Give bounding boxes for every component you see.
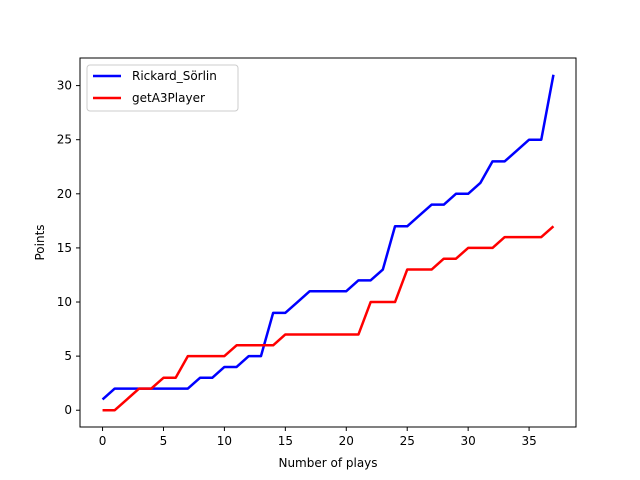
x-tick-label: 35 [521,434,536,448]
x-tick-label: 0 [99,434,107,448]
x-tick-label: 10 [217,434,232,448]
x-axis-label: Number of plays [278,456,377,470]
x-axis: 0 5 10 15 20 25 30 35 [99,427,537,448]
x-tick-label: 30 [461,434,476,448]
x-tick-label: 25 [400,434,415,448]
plot-area [80,58,576,427]
legend-label-1: Rickard_Sörlin [132,69,217,83]
legend-label-2: getA3Player [132,91,205,105]
y-axis-label: Points [33,224,47,260]
y-tick-label: 0 [64,403,72,417]
y-tick-label: 5 [64,349,72,363]
y-tick-label: 25 [57,133,72,147]
series-line-2 [102,225,555,412]
y-tick-label: 30 [57,79,72,93]
y-axis: 0 5 10 15 20 25 30 [57,79,80,417]
legend: Rickard_Sörlin getA3Player [86,64,239,112]
x-tick-label: 5 [160,434,168,448]
plot-frame [79,57,577,428]
y-tick-label: 10 [57,295,72,309]
y-tick-label: 15 [57,241,72,255]
x-tick-label: 20 [339,434,354,448]
x-tick-label: 15 [278,434,293,448]
y-tick-label: 20 [57,187,72,201]
legend-box [86,64,239,112]
series-line-1 [101,74,555,401]
series-layer [101,74,555,412]
